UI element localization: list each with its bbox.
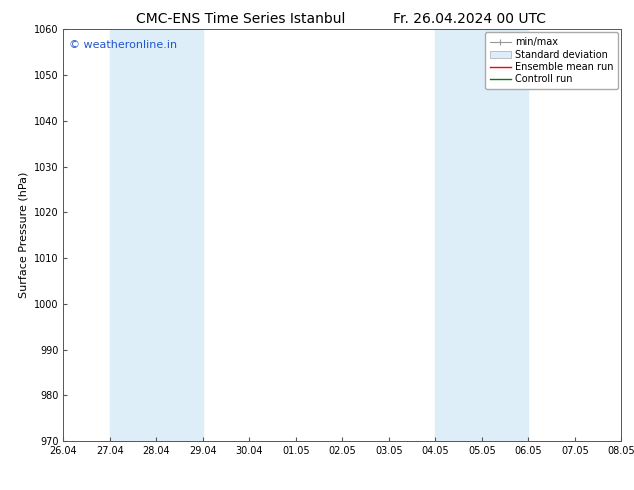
Text: © weatheronline.in: © weatheronline.in bbox=[69, 40, 177, 49]
Y-axis label: Surface Pressure (hPa): Surface Pressure (hPa) bbox=[18, 172, 29, 298]
Legend: min/max, Standard deviation, Ensemble mean run, Controll run: min/max, Standard deviation, Ensemble me… bbox=[485, 32, 618, 89]
Text: Fr. 26.04.2024 00 UTC: Fr. 26.04.2024 00 UTC bbox=[392, 12, 546, 26]
Text: CMC-ENS Time Series Istanbul: CMC-ENS Time Series Istanbul bbox=[136, 12, 346, 26]
Bar bbox=[110, 29, 203, 441]
Bar bbox=[436, 29, 528, 441]
